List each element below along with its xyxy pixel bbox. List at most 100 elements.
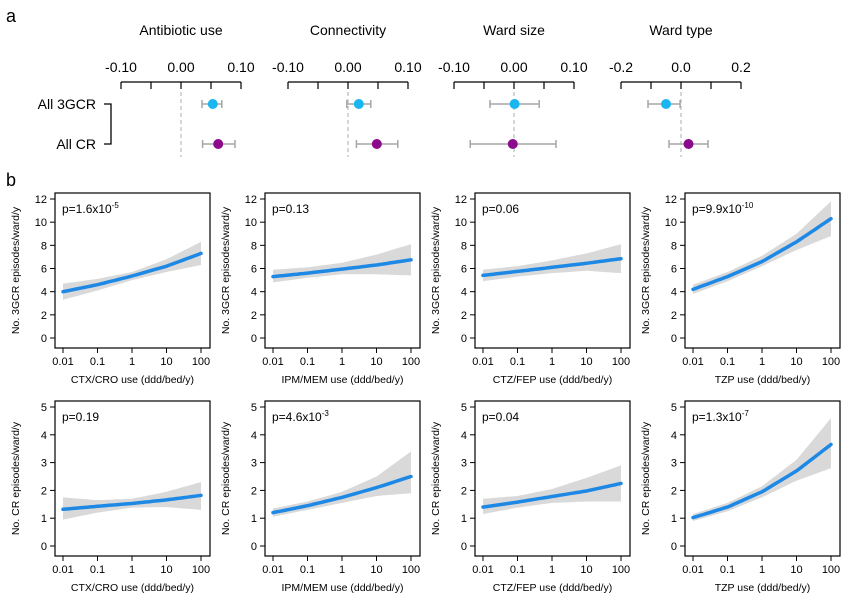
p-value-exponent: -3 (322, 409, 330, 418)
row-label-all-3gcr: All 3GCR (38, 96, 96, 112)
forest-tick-label: -0.10 (272, 59, 304, 75)
line-panel-1-1: 0 1 2 3 4 5 0.01 0.1 1 10 100 IPM/MEM use (ddd/bed/… (220, 400, 421, 594)
x-tick-label: 100 (612, 356, 630, 368)
p-value-base: p=0.13 (272, 202, 309, 216)
x-tick-label: 100 (192, 356, 210, 368)
p-value-label: p=1.6x10-5 (62, 201, 119, 216)
row-bracket (104, 103, 112, 145)
p-value-base: p=1.6x10 (62, 202, 112, 216)
forest-tick-label: 0.00 (167, 59, 194, 75)
y-tick-label: 10 (245, 217, 257, 229)
line-panel-0-3: 0 2 4 6 8 10 12 0.01 0.1 1 10 100 TZP use (ddd/bed/y… (640, 192, 841, 386)
y-tick-label: 4 (251, 287, 257, 299)
y-axis-label: No. 3GCR episodes/ward/y (10, 206, 22, 334)
x-tick-label: 0.01 (52, 356, 73, 368)
x-tick-label: 0.1 (90, 356, 105, 368)
y-tick-label: 8 (461, 240, 467, 252)
y-tick-label: 2 (461, 310, 467, 322)
x-tick-label: 1 (129, 564, 135, 576)
y-tick-label: 4 (461, 430, 467, 442)
forest-tick-label: 0.00 (500, 59, 527, 75)
forest-tick-label: 0.0 (671, 59, 691, 75)
y-axis-label: No. 3GCR episodes/ward/y (430, 206, 442, 334)
forest-point-all-cr (507, 139, 518, 149)
line-panel-0-0: 0 2 4 6 8 10 12 0.01 0.1 1 10 100 CTX/CRO use (ddd/b… (10, 192, 211, 386)
forest-tick-label: 0.2 (731, 59, 751, 75)
p-value-label: p=0.13 (272, 202, 309, 216)
fit-line (271, 474, 413, 515)
line-panel-0-1: 0 2 4 6 8 10 12 0.01 0.1 1 10 100 IPM/MEM use (ddd/b… (220, 192, 421, 386)
y-tick-label: 0 (251, 541, 257, 553)
y-tick-label: 1 (671, 513, 677, 525)
x-tick-label: 10 (160, 564, 172, 576)
y-axis-label: No. CR episodes/ward/y (10, 421, 22, 535)
p-value-label: p=9.9x10-10 (692, 201, 754, 216)
x-tick-label: 1 (759, 564, 765, 576)
p-value-exponent: -5 (112, 201, 120, 210)
forest-point-all-3gcr (353, 99, 364, 109)
x-tick-label: 1 (339, 356, 345, 368)
fit-line (691, 216, 833, 292)
x-axis-label: CTZ/FEP use (ddd/bed/y) (493, 374, 612, 386)
y-axis-label: No. 3GCR episodes/ward/y (640, 206, 652, 334)
x-tick-label: 100 (612, 564, 630, 576)
x-tick-label: 10 (580, 356, 592, 368)
y-axis-label: No. CR episodes/ward/y (430, 421, 442, 535)
y-tick-label: 3 (41, 458, 47, 470)
p-value-base: p=9.9x10 (692, 202, 742, 216)
p-value-exponent: -7 (742, 409, 750, 418)
x-tick-label: 10 (790, 564, 802, 576)
x-axis-label: IPM/MEM use (ddd/bed/y) (282, 582, 404, 594)
x-axis-label: CTX/CRO use (ddd/bed/y) (71, 582, 194, 594)
x-tick-label: 0.01 (472, 356, 493, 368)
x-tick-label: 100 (822, 564, 840, 576)
y-tick-label: 10 (35, 217, 47, 229)
x-tick-label: 1 (339, 564, 345, 576)
y-tick-label: 3 (251, 458, 257, 470)
panel-frame (684, 400, 841, 557)
x-tick-label: 0.1 (300, 564, 315, 576)
panel-frame (54, 400, 211, 557)
forest-tick-label: 0.10 (560, 59, 587, 75)
y-tick-label: 6 (251, 264, 257, 276)
forest-point-all-cr (371, 139, 382, 149)
x-tick-label: 1 (549, 564, 555, 576)
forest-tick-label: -0.2 (609, 59, 633, 75)
p-value-base: p=4.6x10 (272, 410, 322, 424)
x-tick-label: 1 (129, 356, 135, 368)
x-tick-label: 0.1 (510, 356, 525, 368)
y-tick-label: 12 (665, 194, 677, 206)
p-value-label: p=4.6x10-3 (272, 409, 329, 424)
x-tick-label: 1 (549, 356, 555, 368)
x-tick-label: 10 (370, 564, 382, 576)
y-tick-label: 5 (461, 402, 467, 414)
forest-tick-label: 0.10 (227, 59, 254, 75)
y-tick-label: 0 (461, 541, 467, 553)
p-value-base: p=0.19 (62, 410, 99, 424)
x-tick-label: 100 (192, 564, 210, 576)
y-tick-label: 4 (41, 430, 47, 442)
y-tick-label: 12 (455, 194, 467, 206)
x-tick-label: 100 (402, 356, 420, 368)
y-tick-label: 2 (41, 485, 47, 497)
x-tick-label: 0.01 (52, 564, 73, 576)
y-tick-label: 0 (671, 333, 677, 345)
x-tick-label: 1 (759, 356, 765, 368)
forest-tick-label: 0.10 (394, 59, 421, 75)
y-tick-label: 12 (245, 194, 257, 206)
x-tick-label: 0.1 (510, 564, 525, 576)
forest-point-all-3gcr (509, 99, 520, 109)
forest-tick-label: 0.00 (334, 59, 361, 75)
fit-line (61, 493, 203, 512)
y-tick-label: 1 (461, 513, 467, 525)
y-tick-label: 8 (671, 240, 677, 252)
forest-point-all-cr (213, 139, 224, 149)
x-tick-label: 10 (370, 356, 382, 368)
x-tick-label: 0.01 (682, 356, 703, 368)
y-tick-label: 10 (665, 217, 677, 229)
line-panel-1-3: 0 1 2 3 4 5 0.01 0.1 1 10 100 TZP use (ddd/bed/y) No… (640, 400, 841, 594)
y-tick-label: 12 (35, 194, 47, 206)
p-value-base: p=0.06 (482, 202, 519, 216)
